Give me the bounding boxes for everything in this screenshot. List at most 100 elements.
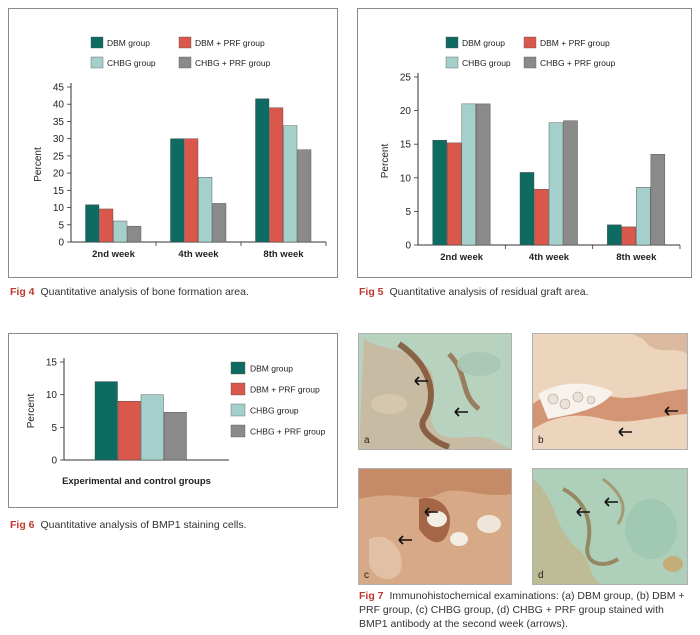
fig6-chart: 0 5 10 15 Percent Experimental and control gr… <box>26 358 326 488</box>
fig6-panel: 0 5 10 15 Percent Experimental and control gr… <box>8 333 338 508</box>
legend-label: DBM group <box>250 364 293 374</box>
legend-swatch <box>523 36 537 49</box>
y-tick-label: 0 <box>58 238 64 249</box>
bar <box>475 103 491 246</box>
arrow-icon <box>424 507 438 517</box>
legend-swatch <box>230 424 246 438</box>
y-axis-label: Percent <box>33 147 44 182</box>
fig4-caption: Fig 4 Quantitative analysis of bone forma… <box>10 285 340 299</box>
bar <box>269 107 284 243</box>
x-tick-label: 4th week <box>529 252 570 263</box>
bar <box>117 400 141 461</box>
fig6-number: Fig 6 <box>10 519 35 531</box>
legend-label: DBM group <box>462 38 505 48</box>
bar <box>184 138 199 243</box>
y-tick-label: 15 <box>46 358 58 369</box>
fig6-caption-text: Quantitative analysis of BMP1 staining c… <box>40 519 247 531</box>
legend-label: DBM + PRF group <box>540 38 610 48</box>
arrow-icon <box>576 507 590 517</box>
fig5-caption: Fig 5 Quantitative analysis of residual g… <box>359 285 694 299</box>
legend-label: CHBG group <box>462 58 511 68</box>
fig7-number: Fig 7 <box>359 590 384 602</box>
y-tick-label: 25 <box>400 73 412 84</box>
legend-label: CHBG + PRF group <box>195 58 271 68</box>
y-axis-label: Percent <box>26 394 37 429</box>
fig7-caption-text: Immunohistochemical examinations: (a) DB… <box>359 590 685 630</box>
fig4-caption-text: Quantitative analysis of bone formation … <box>40 286 249 298</box>
legend-swatch <box>230 403 246 417</box>
fig7-photo-a: a <box>358 333 512 450</box>
y-tick-label: 15 <box>400 140 412 151</box>
arrow-icon <box>664 406 678 416</box>
legend-swatch <box>90 56 104 69</box>
y-tick-label: 20 <box>53 169 65 180</box>
arrow-icon <box>454 407 468 417</box>
y-tick-label: 40 <box>53 100 65 111</box>
bar <box>446 142 462 246</box>
bar <box>621 226 637 246</box>
y-tick-label: 30 <box>53 134 65 145</box>
bar <box>461 103 476 246</box>
x-axis-label: Experimental and control groups <box>62 476 211 487</box>
y-axis-label: Percent <box>380 144 391 179</box>
legend-swatch <box>178 36 192 49</box>
legend-swatch <box>230 361 246 375</box>
y-tick-label: 5 <box>51 423 57 434</box>
x-tick-label: 4th week <box>178 249 219 260</box>
legend-swatch <box>445 56 459 69</box>
bar <box>519 172 535 246</box>
x-tick-label: 8th week <box>616 252 657 263</box>
y-tick-label: 45 <box>53 83 65 94</box>
bar <box>255 98 270 243</box>
bar <box>113 220 128 243</box>
fig7-caption: Fig 7 Immunohistochemical examinations: (… <box>359 589 691 631</box>
fig4-panel: DBM group DBM + PRF group CHBG group CHBG +… <box>8 8 338 278</box>
y-tick-label: 10 <box>46 390 58 401</box>
x-tick-label: 8th week <box>263 249 304 260</box>
fig4-number: Fig 4 <box>10 286 35 298</box>
legend-swatch <box>178 56 192 69</box>
fig7-photo-d: d <box>532 468 688 585</box>
bar <box>163 412 187 461</box>
bar <box>297 149 312 243</box>
legend-swatch <box>445 36 459 49</box>
y-tick-label: 20 <box>400 106 412 117</box>
legend-label: CHBG + PRF group <box>250 427 326 437</box>
histology-image-d <box>533 469 687 584</box>
y-tick-label: 35 <box>53 117 65 128</box>
photo-label: d <box>538 570 544 581</box>
histology-image-a <box>359 334 511 449</box>
photo-label: b <box>538 435 544 446</box>
legend-label: CHBG + PRF group <box>540 58 616 68</box>
bar <box>94 381 118 461</box>
legend-swatch <box>230 382 246 396</box>
bar <box>607 224 622 246</box>
legend-label: CHBG group <box>250 406 299 416</box>
fig5-caption-text: Quantitative analysis of residual graft … <box>389 286 589 298</box>
bar <box>650 154 666 246</box>
fig7-photo-b: b <box>532 333 688 450</box>
legend-label: DBM + PRF group <box>195 38 265 48</box>
bar <box>534 189 549 246</box>
fig5-chart: DBM group DBM + PRF group CHBG group CHBG +… <box>380 36 681 263</box>
arrow-icon <box>414 376 428 386</box>
y-tick-label: 0 <box>405 241 411 252</box>
arrow-icon <box>398 535 412 545</box>
arrow-icon <box>604 497 618 507</box>
fig7-photo-c: c <box>358 468 512 585</box>
bar <box>636 187 651 246</box>
y-tick-label: 5 <box>405 207 411 218</box>
x-tick-label: 2nd week <box>440 252 483 263</box>
legend-label: CHBG group <box>107 58 156 68</box>
bar <box>548 122 564 246</box>
fig5-panel: DBM group DBM + PRF group CHBG group CHBG +… <box>357 8 692 278</box>
arrow-icon <box>618 427 632 437</box>
y-tick-label: 15 <box>53 186 65 197</box>
fig5-number: Fig 5 <box>359 286 384 298</box>
bar <box>283 125 298 243</box>
legend-swatch <box>90 36 104 49</box>
bar <box>563 120 578 246</box>
fig4-chart: DBM group DBM + PRF group CHBG group CHBG +… <box>33 36 327 260</box>
legend-label: DBM + PRF group <box>250 385 320 395</box>
histology-image-c <box>359 469 511 584</box>
